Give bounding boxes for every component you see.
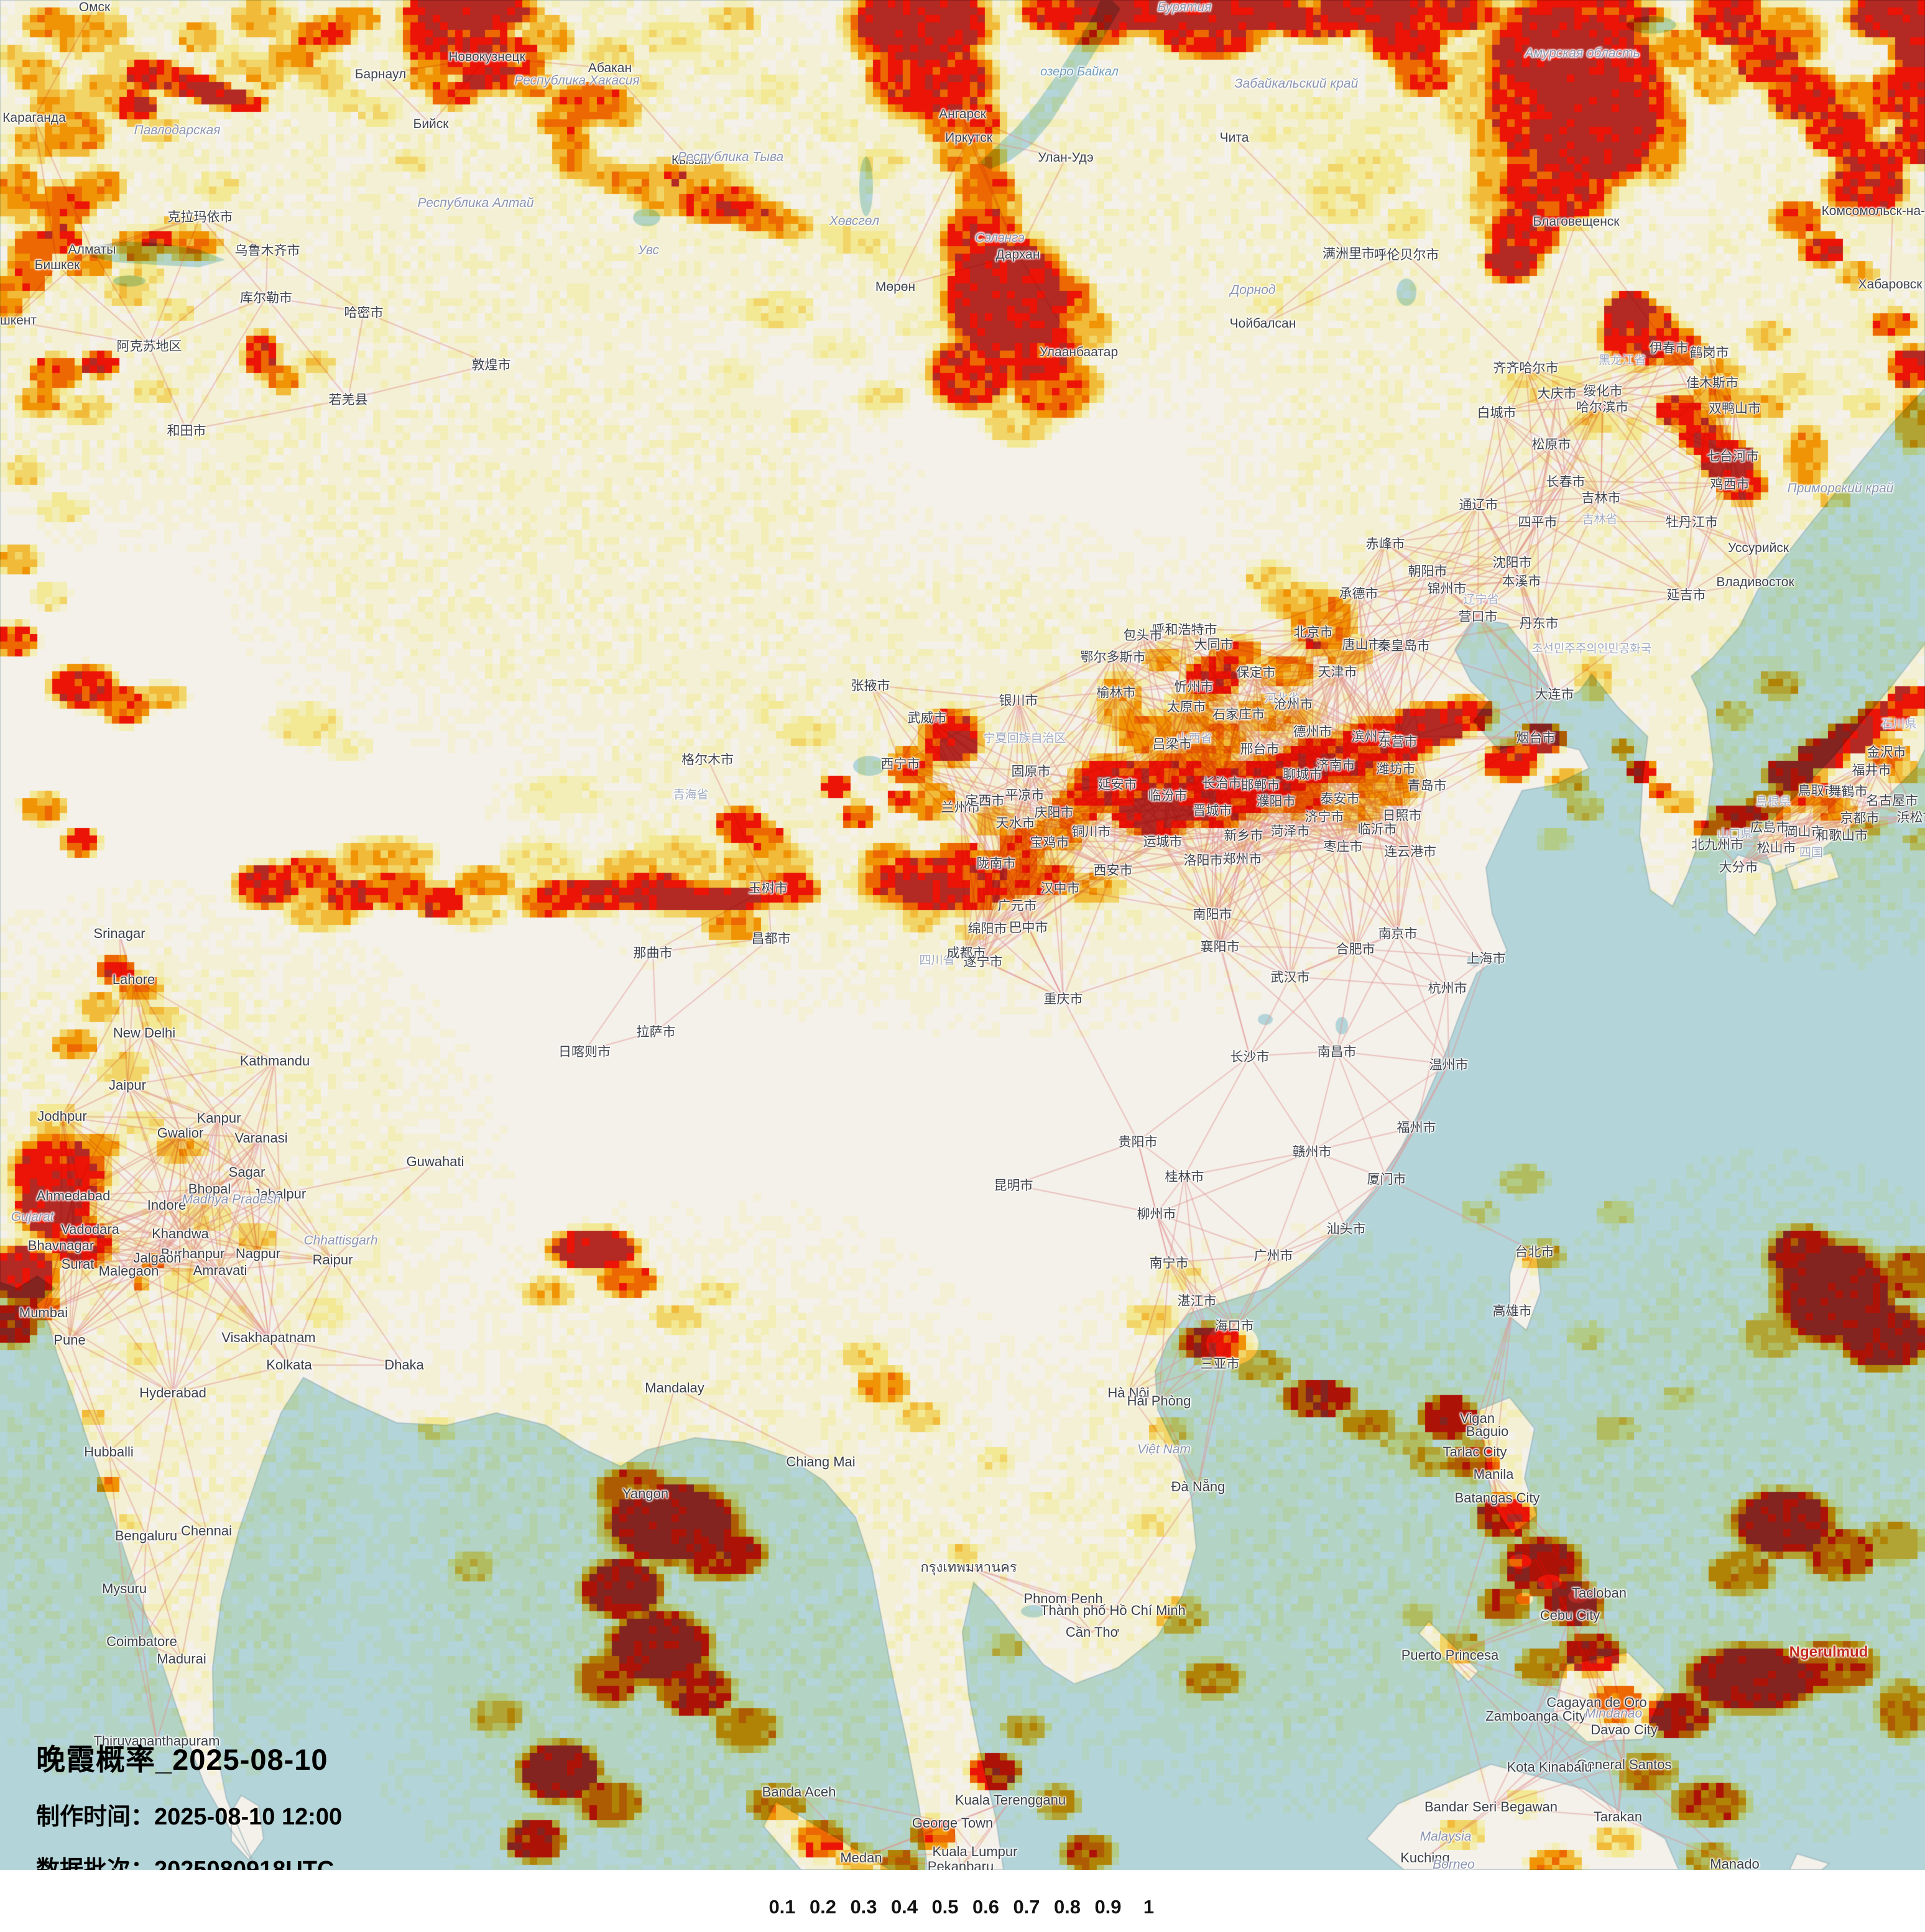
legend-tick-label: 0.2	[809, 1896, 837, 1918]
production-time-line: 制作时间：2025-08-10 12:00	[36, 1797, 342, 1831]
production-time-value: 2025-08-10 12:00	[154, 1804, 343, 1830]
map-canvas	[0, 0, 1925, 1870]
legend-footer	[0, 1870, 1925, 1932]
legend-tick-label: 1	[1143, 1896, 1155, 1918]
legend-tick-label: 0.6	[972, 1896, 1000, 1918]
production-time-label: 制作时间：	[36, 1804, 155, 1830]
legend-tick-label: 0.4	[890, 1896, 918, 1918]
map-title-block: 晚霞概率_2025-08-10 制作时间：2025-08-10 12:00 数据…	[36, 1736, 342, 1884]
legend-tick-label: 0.9	[1094, 1896, 1122, 1918]
legend-tick-label: 0.5	[931, 1896, 959, 1918]
map-title: 晚霞概率_2025-08-10	[36, 1743, 328, 1776]
legend-tick-label: 0.7	[1013, 1896, 1040, 1918]
legend-tick-label: 0.3	[850, 1896, 877, 1918]
legend-tick-label: 0.8	[1053, 1896, 1081, 1918]
legend-tick-label: 0.1	[769, 1896, 796, 1918]
